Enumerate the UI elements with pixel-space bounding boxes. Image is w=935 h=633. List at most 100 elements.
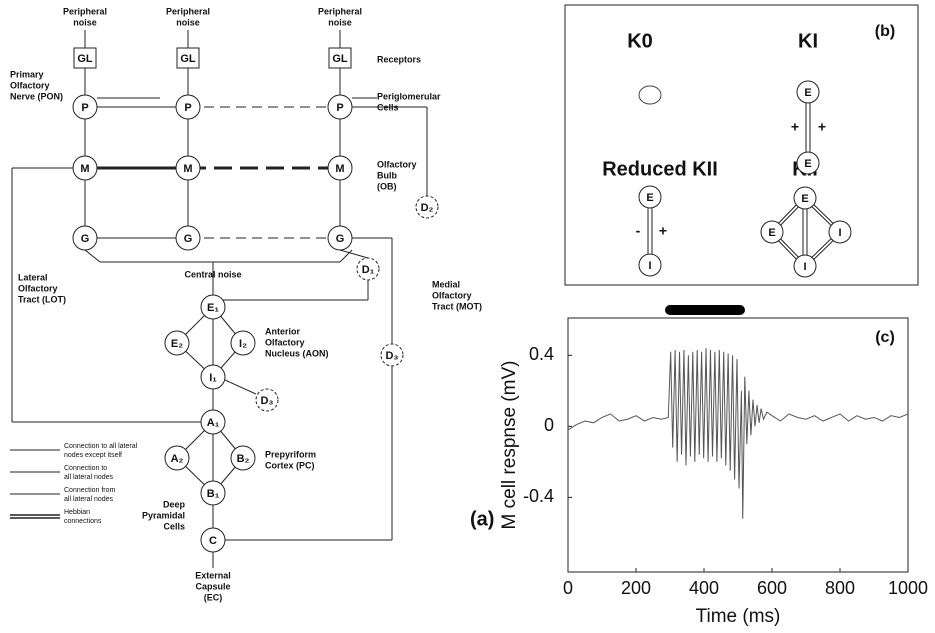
node-label: G	[81, 233, 90, 245]
model-title: K0	[627, 30, 653, 52]
label: Capsule	[195, 581, 230, 591]
node	[327, 155, 353, 181]
label: Central noise	[184, 269, 241, 279]
node-label: A₁	[207, 417, 220, 429]
connector	[339, 249, 353, 263]
label: External	[195, 570, 231, 580]
y-tick-label: 0	[544, 415, 554, 435]
node	[175, 155, 201, 181]
y-tick-label: 0.4	[529, 344, 554, 364]
label: Medial	[432, 279, 460, 289]
label: Nerve (PON)	[10, 91, 63, 101]
plot-frame	[567, 317, 909, 573]
legend-text: all lateral nodes	[64, 474, 114, 481]
label: Olfactory	[432, 290, 472, 300]
node-label: D₃	[385, 350, 398, 362]
model-title: Reduced KII	[602, 158, 718, 180]
x-tick-label: 400	[689, 578, 719, 598]
sign: -	[636, 223, 641, 239]
label: Deep	[163, 499, 186, 509]
node-label: A₂	[171, 453, 184, 465]
legend-text: all lateral nodes	[64, 496, 114, 503]
label: (EC)	[204, 592, 223, 602]
node-label: G	[184, 233, 193, 245]
x-axis-label: Time (ms)	[696, 606, 781, 627]
node-label: E₁	[207, 302, 219, 314]
legend-text: Connection from	[64, 487, 116, 494]
label: noise	[328, 17, 352, 27]
model-title: KI	[798, 30, 818, 52]
label: Primary	[10, 69, 44, 79]
panel-label: (a)	[470, 508, 494, 530]
connector	[84, 249, 101, 263]
node	[793, 186, 817, 210]
node-box	[176, 47, 200, 69]
panel-label: (b)	[875, 23, 895, 40]
node	[638, 185, 662, 209]
label: Olfactory	[377, 159, 417, 169]
node-label: D₃	[260, 395, 273, 407]
node-label: GL	[180, 53, 196, 65]
node	[796, 80, 820, 104]
node	[72, 155, 98, 181]
node-label: D₂	[421, 202, 434, 214]
label: Peripheral	[63, 6, 107, 16]
node	[164, 445, 190, 471]
node	[200, 294, 226, 320]
label: Olfactory	[10, 80, 50, 90]
x-tick-label: 800	[825, 578, 855, 598]
panel-label: (c)	[875, 329, 895, 346]
node-label: I	[803, 261, 806, 273]
node-label: E	[646, 192, 653, 204]
sign: +	[791, 119, 799, 135]
label: noise	[176, 17, 200, 27]
label: Olfactory	[265, 337, 305, 347]
x-tick-label: 0	[563, 578, 573, 598]
node	[200, 527, 226, 553]
node-label: B₂	[237, 453, 250, 465]
node	[760, 220, 784, 244]
node	[828, 220, 852, 244]
node-label: E₂	[171, 338, 183, 350]
node-label: I₂	[239, 338, 247, 350]
node	[200, 364, 226, 390]
sign: +	[659, 223, 667, 239]
label: Periglomerular	[377, 91, 441, 101]
label: Pyramidal	[142, 510, 185, 520]
node	[327, 225, 353, 251]
connector	[339, 249, 369, 259]
label: Cells	[163, 521, 185, 531]
node	[638, 253, 662, 277]
node-label: E	[768, 227, 775, 239]
node-label: M	[335, 163, 344, 175]
node-box	[73, 47, 97, 69]
node-label: D₁	[362, 264, 375, 276]
legend-text: Connection to all lateral	[64, 443, 138, 450]
label: Tract (MOT)	[432, 301, 482, 311]
node-label: GL	[77, 53, 93, 65]
y-tick-label: -0.4	[523, 486, 554, 506]
stimulus-bar	[665, 305, 745, 315]
node-label: I	[648, 260, 651, 272]
x-tick-label: 1000	[888, 578, 928, 598]
label: Lateral	[18, 272, 48, 282]
panel-b-frame	[564, 4, 919, 286]
signal-line	[567, 348, 909, 519]
node-label: I₁	[209, 372, 217, 384]
x-tick-label: 200	[621, 578, 651, 598]
node-label: E	[804, 158, 811, 170]
y-axis-label: M cell respnse (mV)	[499, 361, 520, 530]
label: Olfactory	[18, 283, 58, 293]
node-box	[328, 47, 352, 69]
label: Prepyriform	[265, 449, 316, 459]
label: Anterior	[265, 326, 301, 336]
node	[175, 94, 201, 120]
node	[175, 225, 201, 251]
label: Peripheral	[318, 6, 362, 16]
node	[200, 409, 226, 435]
legend-text: Connection to	[64, 465, 107, 472]
node	[793, 254, 817, 278]
label: Cells	[377, 102, 399, 112]
node	[164, 330, 190, 356]
